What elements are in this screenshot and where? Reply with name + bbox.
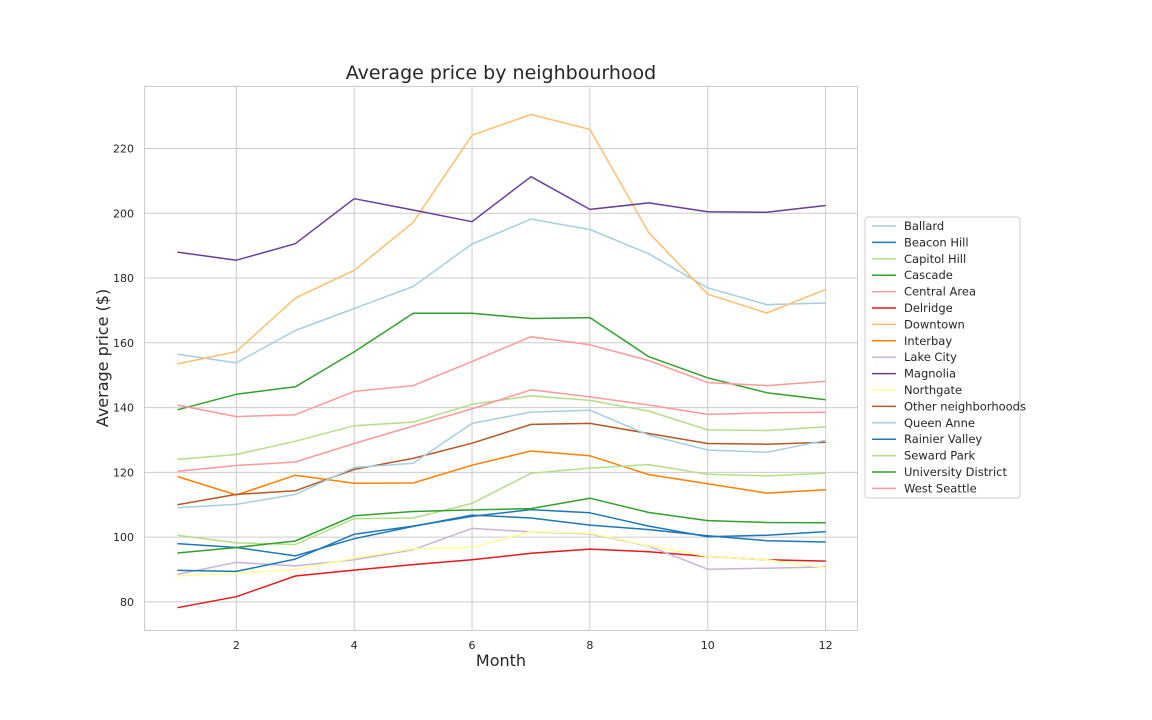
legend-label-beacon-hill: Beacon Hill: [904, 235, 969, 249]
tick-labels: 2 4 6 8 10 12 80 100 120 140 160 180 200 220: [113, 143, 833, 652]
y-tick-label: 200: [113, 207, 134, 220]
plot-frame: [144, 86, 858, 631]
series-layer: [177, 113, 826, 609]
series-line-capitol-hill: [177, 395, 826, 461]
series-line-rainier-valley: [177, 508, 826, 573]
y-tick-label: 140: [113, 402, 134, 415]
legend-label-interbay: Interbay: [904, 334, 952, 348]
y-tick-label: 100: [113, 531, 134, 544]
series-line-magnolia: [177, 175, 826, 261]
series-line-cascade: [177, 312, 826, 411]
legend-label-seward-park: Seward Park: [904, 449, 976, 463]
y-axis-title: Average price ($): [93, 289, 112, 427]
y-tick-label: 80: [120, 596, 134, 609]
series-line-northgate: [177, 530, 826, 577]
legend-label-queen-anne: Queen Anne: [904, 416, 975, 430]
legend-label-cascade: Cascade: [904, 268, 953, 282]
series-line-downtown: [177, 113, 826, 365]
legend-label-central-area: Central Area: [904, 285, 976, 299]
x-tick-label: 6: [469, 639, 476, 652]
x-tick-label: 12: [819, 639, 833, 652]
legend-label-other-neighborhoods: Other neighborhoods: [904, 399, 1026, 413]
x-tick-label: 2: [233, 639, 240, 652]
legend: Ballard Beacon Hill Capitol Hill Cascade Cen…: [864, 216, 1026, 499]
y-tick-label: 220: [113, 143, 134, 156]
series-line-west-seattle: [177, 389, 826, 473]
series-line-university-district: [177, 497, 826, 554]
y-tick-label: 120: [113, 466, 134, 479]
series-line-queen-anne: [177, 409, 826, 509]
y-tick-label: 180: [113, 272, 134, 285]
legend-label-university-district: University District: [904, 465, 1007, 479]
legend-label-capitol-hill: Capitol Hill: [904, 252, 966, 266]
chart-title: Average price by neighbourhood: [346, 62, 656, 84]
grid-layer: [145, 87, 858, 631]
series-line-central-area: [177, 335, 826, 418]
series-line-ballard: [177, 218, 826, 364]
legend-label-rainier-valley: Rainier Valley: [904, 432, 982, 446]
legend-label-ballard: Ballard: [904, 219, 944, 233]
x-tick-label: 4: [351, 639, 358, 652]
series-line-lake-city: [177, 527, 826, 576]
legend-label-northgate: Northgate: [904, 383, 962, 397]
series-line-interbay: [177, 450, 826, 496]
legend-label-lake-city: Lake City: [904, 350, 957, 364]
legend-frame: [864, 216, 1021, 499]
series-line-other-neighborhoods: [177, 422, 826, 506]
legend-label-delridge: Delridge: [904, 301, 953, 315]
x-axis-title: Month: [476, 651, 526, 670]
series-line-seward-park: [177, 463, 826, 546]
legend-label-magnolia: Magnolia: [904, 367, 956, 381]
x-tick-label: 10: [701, 639, 715, 652]
x-tick-label: 8: [586, 639, 593, 652]
legend-label-west-seattle: West Seattle: [904, 481, 977, 495]
legend-label-downtown: Downtown: [904, 317, 965, 331]
y-tick-label: 160: [113, 337, 134, 350]
